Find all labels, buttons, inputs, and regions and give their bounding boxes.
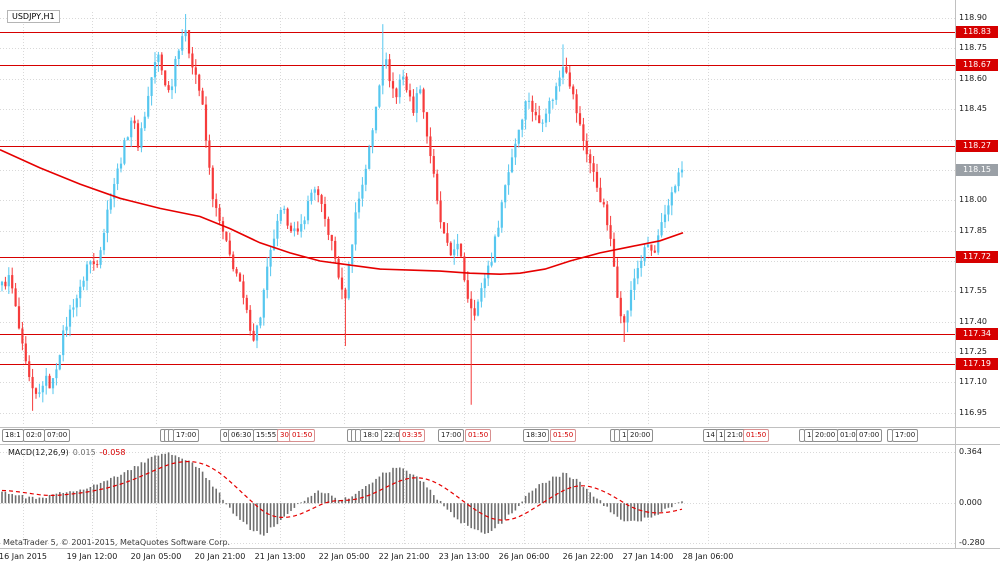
- candlestick-layer: [0, 14, 684, 411]
- event-marker[interactable]: 07:00: [44, 429, 71, 442]
- event-marker[interactable]: 01:50: [550, 429, 577, 442]
- event-marker[interactable]: 01:50: [465, 429, 492, 442]
- event-marker[interactable]: 20:00: [812, 429, 839, 442]
- macd-histogram: [1, 452, 683, 536]
- event-marker[interactable]: 18:0: [360, 429, 382, 442]
- event-marker[interactable]: 17:00: [892, 429, 919, 442]
- macd-name: MACD(12,26,9): [8, 448, 69, 457]
- macd-indicator-label: MACD(12,26,9) 0.015 -0.058: [8, 448, 125, 457]
- copyright-text: MetaTrader 5, © 2001-2015, MetaQuotes So…: [3, 538, 231, 547]
- macd-value-main: 0.015: [72, 448, 96, 457]
- event-marker[interactable]: 06:30: [228, 429, 255, 442]
- event-marker[interactable]: 17:00: [438, 429, 465, 442]
- grid-layer: [0, 12, 955, 545]
- event-marker[interactable]: 18:1: [2, 429, 24, 442]
- macd-value-signal: -0.058: [99, 448, 126, 457]
- event-marker[interactable]: 17:00: [173, 429, 200, 442]
- event-marker[interactable]: 07:00: [856, 429, 883, 442]
- moving-average-line: [0, 148, 684, 276]
- event-marker[interactable]: 20:00: [627, 429, 654, 442]
- symbol-timeframe-label: USDJPY,H1: [7, 10, 60, 23]
- price-level-lines[interactable]: [0, 32, 955, 365]
- bid-price-label: 118.15: [956, 163, 998, 176]
- pane-separators: [0, 0, 1000, 549]
- event-marker[interactable]: 01:50: [289, 429, 316, 442]
- event-marker[interactable]: 01:50: [743, 429, 770, 442]
- event-marker[interactable]: 18:30: [523, 429, 550, 442]
- event-marker[interactable]: 03:35: [399, 429, 426, 442]
- macd-signal-line: [1, 460, 683, 521]
- event-marker[interactable]: 30: [277, 429, 292, 442]
- event-marker[interactable]: 02:0: [23, 429, 45, 442]
- event-marker[interactable]: 15:55: [253, 429, 280, 442]
